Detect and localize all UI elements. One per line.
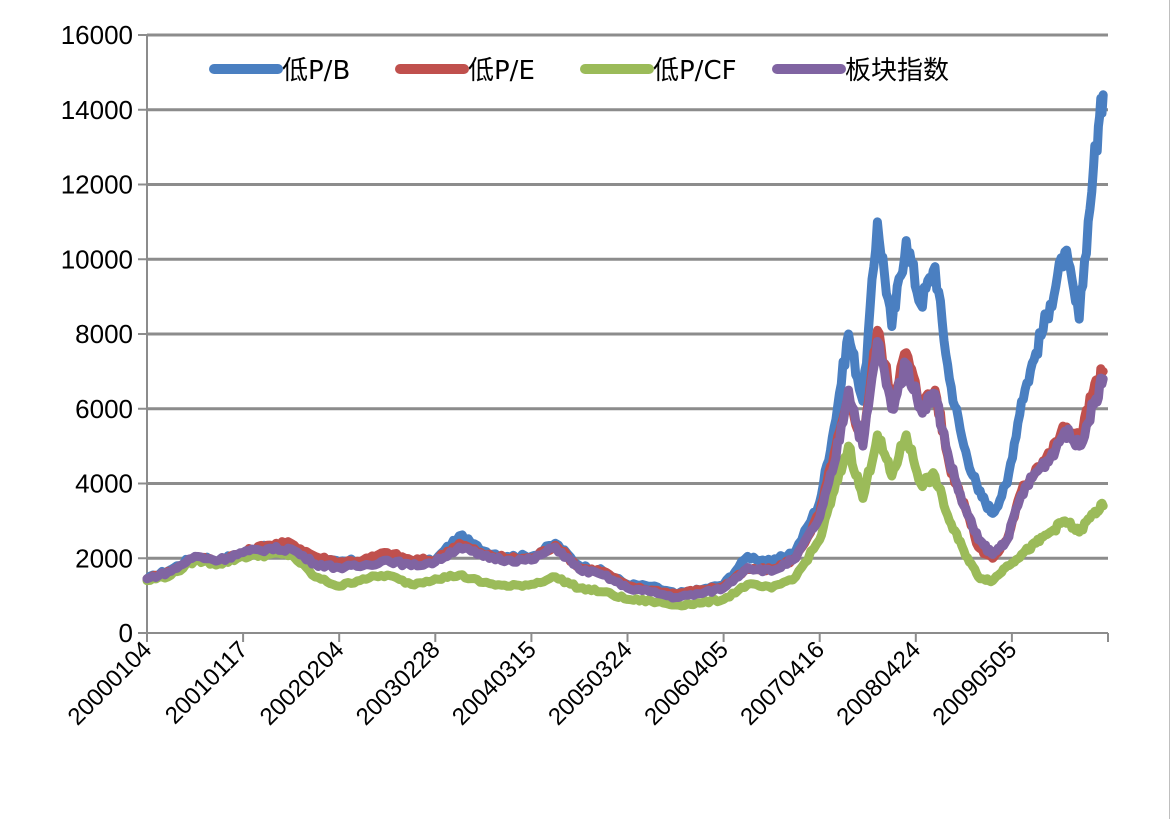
legend-label: 低P/CF: [653, 56, 737, 86]
x-tick-label: 20090505: [928, 636, 1023, 731]
x-tick-label: 20080424: [831, 636, 926, 731]
y-tick-label: 0: [119, 618, 133, 648]
legend-label: 低P/E: [468, 56, 535, 86]
y-tick-label: 16000: [61, 20, 133, 50]
y-tick-label: 8000: [75, 319, 133, 349]
series-line: [142, 430, 1108, 611]
legend-label: 板块指数: [845, 56, 949, 86]
y-tick-labels: 0 2000 4000 6000 8000 10000 12000 14000 16000: [61, 20, 133, 648]
axes: [138, 34, 1109, 642]
x-tick-label: 20020204: [255, 636, 350, 731]
x-tick-label: 20040315: [447, 636, 542, 731]
series-line: [142, 337, 1108, 603]
series-lines: [142, 90, 1108, 611]
series-line: [142, 90, 1108, 599]
legend: 低P/B 低P/E 低P/CF 板块指数: [209, 56, 949, 86]
x-tick-labels: 20000104 20010117 20020204 20030228 20040315…: [63, 636, 1022, 731]
x-tick-label: 20060405: [639, 636, 734, 731]
y-tick-label: 4000: [75, 469, 133, 499]
y-tick-label: 12000: [61, 170, 133, 200]
x-tick-label: 20000104: [63, 636, 158, 731]
y-tick-label: 14000: [61, 95, 133, 125]
gridlines: [147, 33, 1108, 560]
x-tick-label: 20070416: [735, 636, 830, 731]
x-tick-label: 20050324: [543, 636, 638, 731]
y-tick-label: 10000: [61, 244, 133, 274]
x-tick-label: 20030228: [351, 636, 446, 731]
y-tick-label: 6000: [75, 394, 133, 424]
y-tick-label: 2000: [75, 543, 133, 573]
x-tick-label: 20010117: [160, 636, 253, 729]
legend-label: 低P/B: [282, 56, 350, 86]
